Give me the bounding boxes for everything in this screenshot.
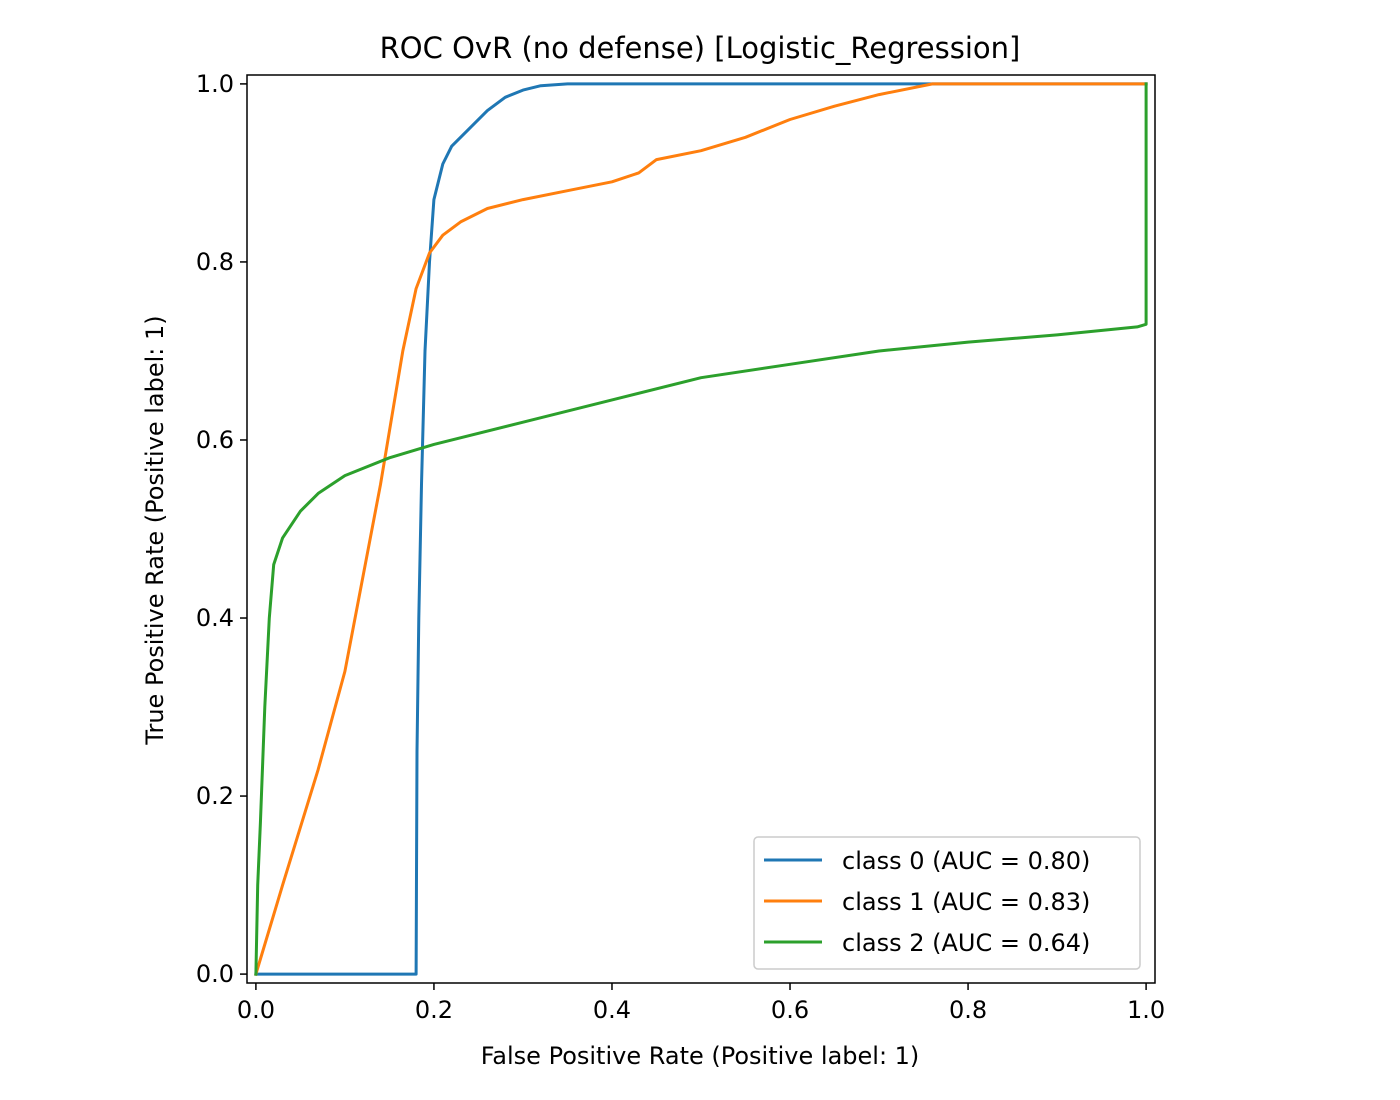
series-line-class-1	[254, 82, 1148, 976]
chart-title: ROC OvR (no defense) [Logistic_Regressio…	[380, 31, 1021, 65]
x-tick-label: 0.0	[237, 996, 275, 1024]
plot-frame	[246, 74, 1156, 984]
legend-label-class-0: class 0 (AUC = 0.80)	[842, 847, 1090, 875]
y-tick-label: 0.2	[196, 782, 234, 810]
x-tick-label: 0.6	[771, 996, 809, 1024]
y-tick-label: 1.0	[196, 70, 234, 98]
x-tick-label: 0.2	[415, 996, 453, 1024]
y-tick-label: 0.0	[196, 960, 234, 988]
plot-area	[254, 82, 1148, 976]
legend: class 0 (AUC = 0.80) class 1 (AUC = 0.83)…	[753, 836, 1141, 970]
y-axis-label: True Positive Rate (Positive label: 1)	[141, 315, 169, 745]
y-tick-label: 0.8	[196, 248, 234, 276]
x-tick-label: 0.8	[949, 996, 987, 1024]
legend-box	[753, 836, 1141, 970]
series-line-class-2	[254, 82, 1148, 976]
y-tick-label: 0.6	[196, 426, 234, 454]
x-tick-label: 1.0	[1127, 996, 1165, 1024]
legend-label-class-1: class 1 (AUC = 0.83)	[842, 888, 1090, 916]
x-tick-label: 0.4	[593, 996, 631, 1024]
y-axis: 0.0 0.2 0.4 0.6 0.8 1.0	[196, 70, 247, 988]
series-line-class-0	[254, 82, 1148, 976]
legend-label-class-2: class 2 (AUC = 0.64)	[842, 929, 1090, 957]
x-axis: 0.0 0.2 0.4 0.6 0.8 1.0	[237, 983, 1165, 1024]
y-tick-label: 0.4	[196, 604, 234, 632]
x-axis-label: False Positive Rate (Positive label: 1)	[481, 1042, 920, 1070]
